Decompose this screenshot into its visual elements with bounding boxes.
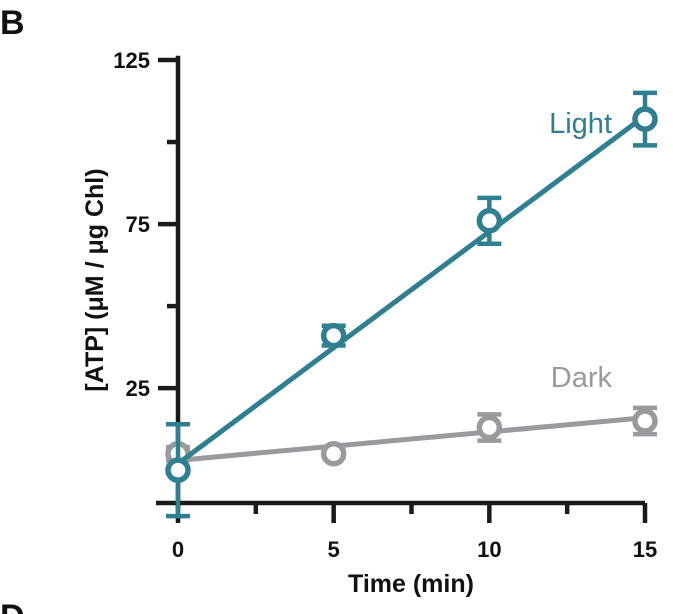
y-axis-label: [ATP] (μM / μg Chl) xyxy=(81,168,109,391)
series-light: Light xyxy=(165,90,658,519)
fit-line-dark xyxy=(177,415,646,463)
data-point xyxy=(632,408,658,434)
y-tick-label: 25 xyxy=(126,376,150,401)
x-axis-label: Time (min) xyxy=(348,570,474,598)
x-tick-label: 5 xyxy=(328,537,340,562)
data-point xyxy=(476,414,503,441)
x-tick-label: 15 xyxy=(633,537,657,562)
data-point xyxy=(320,441,347,467)
y-tick-label: 125 xyxy=(113,48,150,73)
series-label-light: Light xyxy=(549,108,612,140)
data-point xyxy=(632,106,658,132)
panel-letter: B xyxy=(0,4,25,42)
series-layer: Dark Light xyxy=(165,90,658,519)
data-point xyxy=(320,322,347,349)
fit-line-light xyxy=(176,113,647,466)
data-point xyxy=(165,457,191,483)
x-tick-label: 0 xyxy=(172,537,184,562)
x-tick-label: 10 xyxy=(477,537,501,562)
data-point xyxy=(476,208,503,234)
y-tick-label: 75 xyxy=(126,212,150,237)
series-label-dark: Dark xyxy=(551,362,613,394)
panel-letter-bottom: D xyxy=(0,598,25,614)
series-dark: Dark xyxy=(165,362,658,467)
axes: 25 75 125 0 5 10 15 xyxy=(113,48,657,562)
